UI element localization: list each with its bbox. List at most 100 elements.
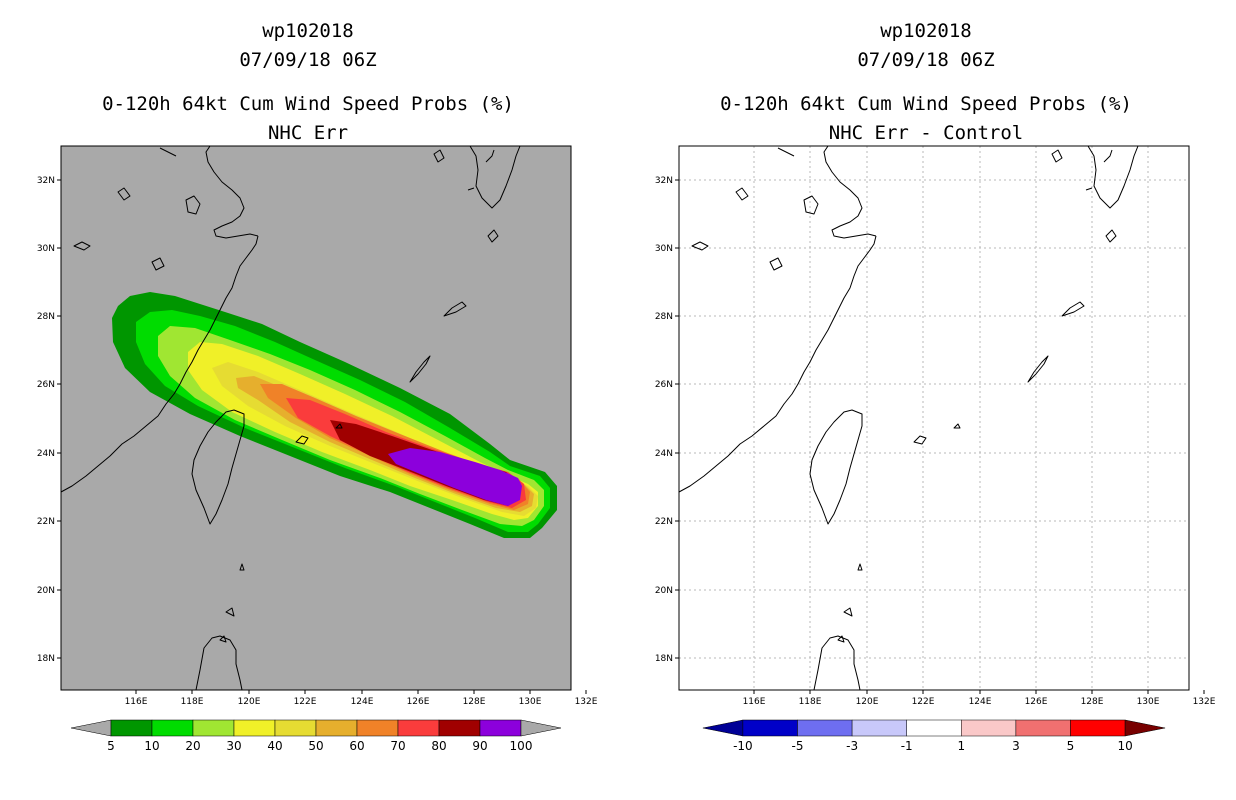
colorbar-swatch [151, 719, 194, 737]
right-product-title: 0-120h 64kt Cum Wind Speed Probs (%) [720, 93, 1132, 115]
left-subtitle: NHC Err [268, 122, 348, 144]
left-storm-id: wp102018 [262, 20, 354, 42]
lat-tick-label: 24N [655, 449, 673, 459]
colorbar-label: 10 [144, 739, 159, 753]
left-datetime: 07/09/18 06Z [239, 49, 376, 71]
coastline [467, 187, 475, 191]
lon-tick-label: 118E [181, 697, 204, 707]
coastline [409, 355, 431, 383]
coastline [843, 607, 853, 617]
colorbar-swatch [356, 719, 399, 737]
coastline [803, 195, 819, 215]
colorbar-label: -1 [901, 739, 913, 753]
right-gridlines [679, 146, 1189, 690]
lon-tick-label: 116E [743, 697, 766, 707]
lat-tick-label: 30N [37, 244, 55, 254]
colorbar-swatch [192, 719, 235, 737]
colorbar-label: 5 [1067, 739, 1075, 753]
colorbar-swatch [851, 719, 907, 737]
lon-tick-label: 132E [575, 697, 598, 707]
coastline [1087, 146, 1139, 209]
lon-tick-label: 126E [407, 697, 430, 707]
lat-tick-label: 26N [37, 380, 55, 390]
colorbar-swatch [1070, 719, 1126, 737]
lat-tick-label: 22N [655, 517, 673, 527]
coastline [1061, 301, 1085, 317]
lat-tick-label: 20N [655, 586, 673, 596]
lon-tick-label: 120E [856, 697, 879, 707]
right-subtitle: NHC Err - Control [829, 122, 1023, 144]
coastline [433, 149, 445, 163]
colorbar-swatch [479, 719, 522, 737]
colorbar-swatch [110, 719, 153, 737]
left-axis-ticks: 116E 118E 120E 122E 124E 126E 128E 130E 132E 18N 2… [37, 176, 598, 707]
coastline [185, 195, 201, 215]
coastline [335, 423, 343, 429]
right-map-background [679, 146, 1189, 690]
lon-tick-label: 120E [238, 697, 261, 707]
right-storm-id: wp102018 [880, 20, 972, 42]
coastline [151, 257, 165, 271]
colorbar-label: 20 [185, 739, 200, 753]
left-probability-swath [61, 146, 557, 690]
colorbar-swatch [438, 719, 481, 737]
colorbar-swatch [233, 719, 276, 737]
colorbar-label: 100 [510, 739, 533, 753]
colorbar-swatch [797, 719, 853, 737]
coastline [117, 187, 131, 201]
coastline [1051, 149, 1063, 163]
coastline [205, 146, 259, 239]
lat-tick-label: 32N [655, 176, 673, 186]
colorbar-swatch [961, 719, 1017, 737]
right-coastlines [679, 146, 1139, 690]
coastline [1105, 229, 1117, 243]
lon-tick-label: 128E [463, 697, 486, 707]
coastline [1103, 149, 1113, 163]
lon-tick-label: 122E [912, 697, 935, 707]
colorbar-label: -3 [846, 739, 858, 753]
colorbar-label: 5 [107, 739, 115, 753]
coastline [485, 149, 495, 163]
coastline [61, 235, 259, 493]
lon-tick-label: 124E [351, 697, 374, 707]
coastline [769, 257, 783, 271]
coastline [73, 241, 91, 251]
colorbar-label: 90 [472, 739, 487, 753]
lat-tick-label: 18N [37, 654, 55, 664]
colorbar-label: 50 [308, 739, 323, 753]
right-datetime: 07/09/18 06Z [857, 49, 994, 71]
coastline [1085, 187, 1093, 191]
coastline [809, 409, 863, 525]
colorbar-label: 10 [1117, 739, 1132, 753]
coastline [857, 563, 863, 571]
lat-tick-label: 24N [37, 449, 55, 459]
coastline [469, 146, 521, 209]
colorbar-swatch [906, 719, 962, 737]
coastline [679, 235, 877, 493]
left-colorbar: 5 10 20 30 40 50 60 70 80 90 100 [70, 719, 562, 753]
colorbar-under-triangle [70, 719, 112, 737]
colorbar-over-triangle [520, 719, 562, 737]
coastline [159, 147, 177, 157]
coastline [443, 301, 467, 317]
left-coastlines [61, 146, 521, 690]
colorbar-label: 3 [1012, 739, 1020, 753]
coastline [225, 607, 235, 617]
colorbar-label: 1 [957, 739, 965, 753]
colorbar-swatch [315, 719, 358, 737]
right-colorbar: -10 -5 -3 -1 1 3 5 10 [702, 719, 1166, 753]
lon-tick-label: 128E [1081, 697, 1104, 707]
coastline [487, 229, 499, 243]
left-panel: wp102018 07/09/18 06Z 0-120h 64kt Cum Wi… [37, 20, 598, 753]
lat-tick-label: 22N [37, 517, 55, 527]
lon-tick-label: 116E [125, 697, 148, 707]
right-panel: wp102018 07/09/18 06Z 0-120h 64kt Cum Wi… [655, 20, 1216, 753]
coastline [837, 635, 845, 643]
right-map-frame [678, 145, 1190, 691]
prob-band-90 [388, 448, 522, 506]
coastline [913, 435, 927, 445]
lon-tick-label: 132E [1193, 697, 1216, 707]
colorbar-swatch [742, 719, 798, 737]
lon-tick-label: 124E [969, 697, 992, 707]
